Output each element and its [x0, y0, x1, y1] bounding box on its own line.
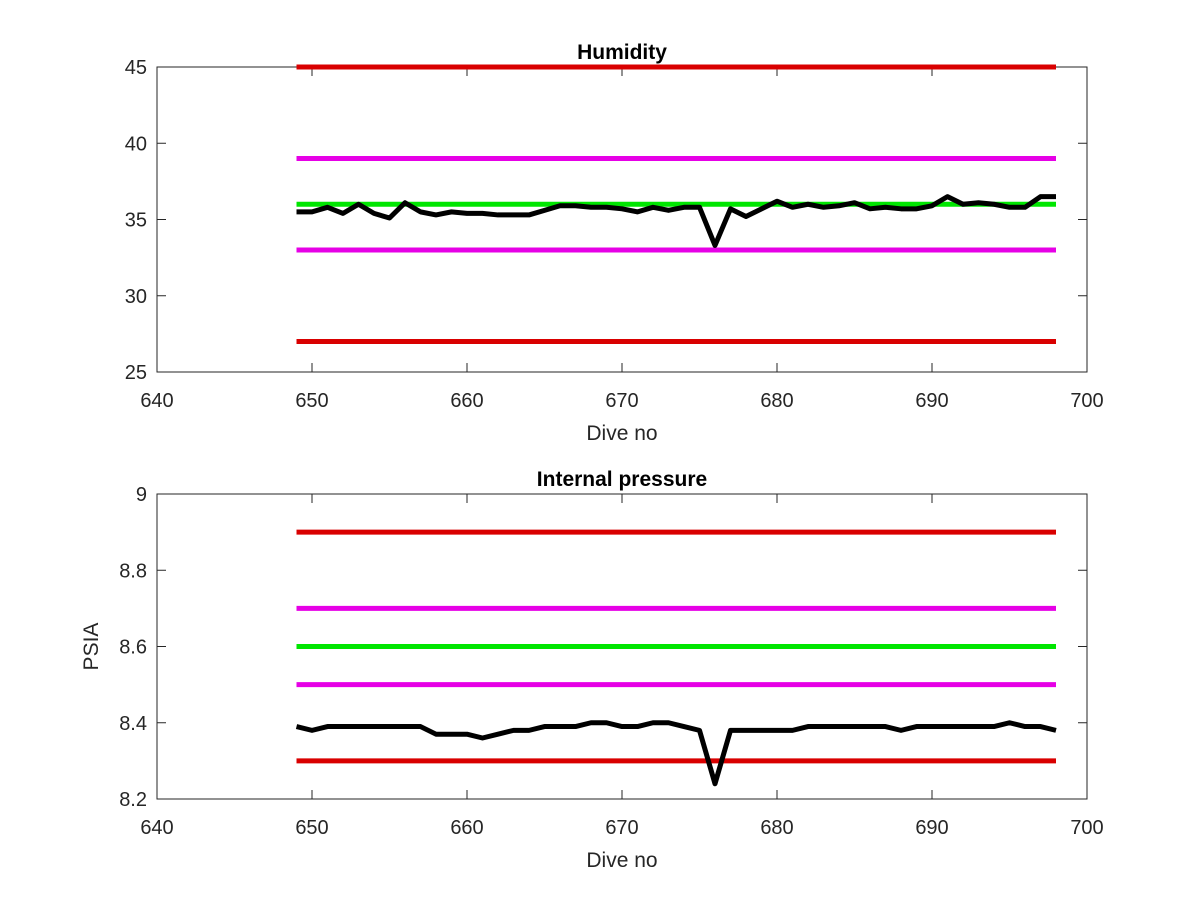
humidity-chart-title: Humidity: [577, 41, 667, 64]
pressure-xtick-label: 670: [605, 817, 638, 839]
humidity-x-axis-label: Dive no: [586, 422, 657, 445]
humidity-ytick-label: 25: [125, 362, 147, 384]
humidity-xtick-label: 640: [140, 390, 173, 412]
pressure-y-axis-label: PSIA: [80, 623, 103, 671]
humidity-xtick-label: 700: [1070, 390, 1103, 412]
pressure-xtick-label: 640: [140, 817, 173, 839]
pressure-ytick-label: 8.4: [119, 713, 147, 735]
humidity-ytick-label: 40: [125, 133, 147, 155]
pressure-chart-title: Internal pressure: [537, 468, 707, 491]
pressure-xtick-label: 690: [915, 817, 948, 839]
pressure-ytick-label: 8.8: [119, 560, 147, 582]
humidity-xtick-label: 650: [295, 390, 328, 412]
internal-pressure-chart: 640 650 660 670 680 690 700 8.2 8.4 8.6 8.8 9 Intern…: [80, 468, 1104, 872]
humidity-ytick-label: 45: [125, 57, 147, 79]
humidity-xtick-label: 660: [450, 390, 483, 412]
humidity-xtick-label: 690: [915, 390, 948, 412]
humidity-ytick-label: 35: [125, 210, 147, 232]
humidity-xtick-label: 670: [605, 390, 638, 412]
pressure-xtick-label: 680: [760, 817, 793, 839]
pressure-ytick-label: 9: [136, 484, 147, 506]
humidity-axes-box: [156, 66, 1088, 373]
pressure-data-line: [295, 720, 1057, 787]
pressure-xtick-label: 660: [450, 817, 483, 839]
pressure-x-axis-label: Dive no: [586, 849, 657, 872]
pressure-xtick-label: 700: [1070, 817, 1103, 839]
humidity-data-line: [296, 194, 1056, 248]
humidity-xtick-label: 680: [760, 390, 793, 412]
pressure-ytick-label: 8.6: [119, 637, 147, 659]
pressure-ytick-label: 8.2: [119, 789, 147, 811]
pressure-xtick-label: 650: [295, 817, 328, 839]
humidity-ytick-label: 30: [125, 286, 147, 308]
humidity-chart: 640 650 660 670 680 690 700 25 30 35 40 45 Humidity D…: [125, 41, 1104, 445]
